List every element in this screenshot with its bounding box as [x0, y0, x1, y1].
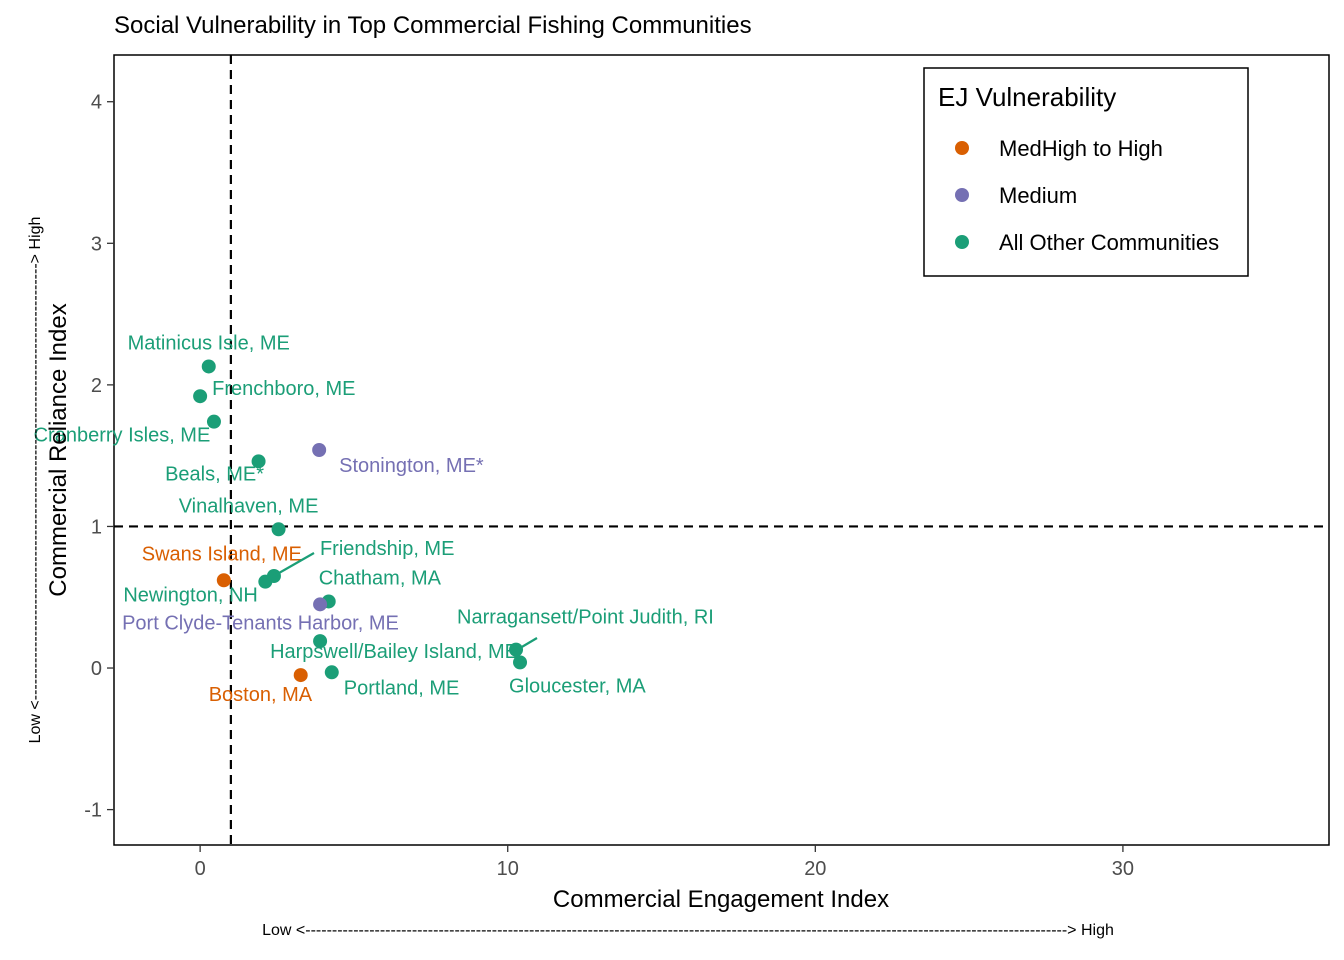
label-chatham-ma: Chatham, MA — [319, 567, 442, 589]
x-tick-label: 30 — [1112, 858, 1134, 880]
point-stonington-me — [312, 443, 327, 457]
legend-label-medium: Medium — [999, 183, 1077, 208]
label-stonington-me: Stonington, ME* — [339, 455, 484, 477]
point-matinicus-isle-me — [201, 359, 216, 374]
y-tick-label: 0 — [91, 658, 102, 680]
x-tick-label: 20 — [804, 858, 826, 880]
legend-label-all-other-communities: All Other Communities — [999, 230, 1219, 255]
point-cranberry-isles-me — [206, 414, 221, 429]
label-gloucester-ma: Gloucester, MA — [509, 675, 646, 697]
legend-key-medhigh-to-high — [955, 141, 969, 155]
label-vinalhaven-me: Vinalhaven, ME — [179, 495, 319, 517]
label-frenchboro-me: Frenchboro, ME — [212, 378, 355, 400]
label-boston-ma: Boston, MA — [209, 684, 313, 706]
label-leader-line — [271, 552, 315, 578]
legend-key-medium — [955, 188, 969, 202]
reference-lines — [114, 55, 1329, 845]
label-narragansett-point-judith-ri: Narragansett/Point Judith, RI — [457, 607, 714, 629]
label-port-clyde-tenants-harbor-me: Port Clyde-Tenants Harbor, ME — [122, 612, 399, 634]
point-newington-nh — [258, 574, 273, 589]
chart-title: Social Vulnerability in Top Commercial F… — [114, 12, 752, 39]
y-tick-label: 2 — [91, 375, 102, 397]
label-friendship-me: Friendship, ME — [320, 538, 455, 560]
legend-key-all-other-communities — [955, 235, 969, 249]
label-portland-me: Portland, ME — [344, 677, 460, 699]
y-tick-label: 4 — [91, 92, 102, 114]
legend-items: MedHigh to High Medium All Other Communiti… — [955, 136, 1219, 255]
label-beals-me: Beals, ME* — [165, 463, 264, 485]
point-gloucester-ma — [513, 655, 528, 670]
label-cranberry-isles-me: Cranberry Isles, ME — [34, 425, 211, 447]
y-tick-label: -1 — [84, 800, 102, 822]
x-axis-title: Commercial Engagement Index — [553, 886, 889, 913]
x-axis-caption: Low <-----------------------------------… — [262, 922, 1114, 939]
legend-title: EJ Vulnerability — [938, 82, 1116, 112]
point-boston-ma — [293, 668, 308, 683]
y-tick-label: 1 — [91, 516, 102, 538]
point-portland-me — [324, 665, 339, 680]
label-leader-line — [514, 637, 538, 652]
y-axis-title: Commercial Reliance Index — [45, 303, 72, 596]
legend: EJ Vulnerability MedHigh to High Medium Al… — [923, 67, 1249, 277]
point-harpswell-bailey-island-me — [313, 634, 328, 649]
legend-label-medhigh-to-high: MedHigh to High — [999, 136, 1163, 161]
point-swans-island-me — [216, 573, 231, 588]
label-newington-nh: Newington, NH — [123, 585, 258, 607]
point-port-clyde-tenants-harbor-me — [313, 597, 328, 612]
y-axis-caption: Low <-----------------------------------… — [27, 217, 44, 744]
point-vinalhaven-me — [271, 522, 286, 537]
plot-area — [113, 54, 1330, 846]
x-tick-label: 10 — [497, 858, 519, 880]
x-tick-label: 0 — [195, 858, 206, 880]
point-labels: Matinicus Isle, ME Frenchboro, ME Cranberr… — [34, 332, 714, 706]
label-matinicus-isle-me: Matinicus Isle, ME — [128, 332, 290, 354]
label-harpswell-bailey-island-me: Harpswell/Bailey Island, ME — [270, 641, 518, 663]
plot-border — [113, 54, 1330, 846]
label-swans-island-me: Swans Island, ME — [142, 543, 302, 565]
point-frenchboro-me — [193, 389, 208, 404]
point-beals-me — [251, 454, 266, 469]
y-tick-label: 3 — [91, 233, 102, 255]
legend-box — [923, 67, 1249, 277]
axis-ticks: 0 10 20 30 -1 0 1 2 3 4 — [84, 92, 1134, 880]
